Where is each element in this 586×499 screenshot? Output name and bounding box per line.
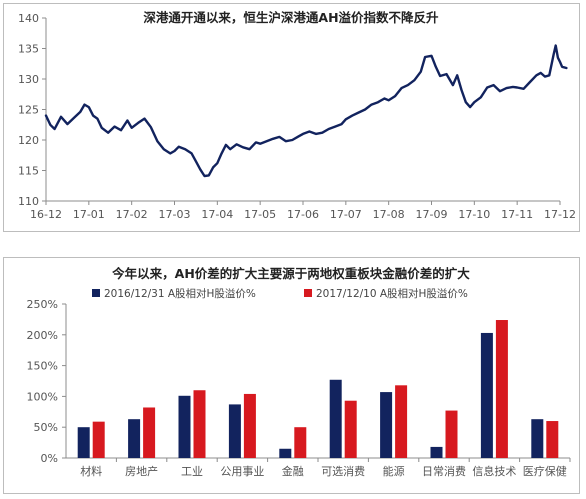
y-tick-label: 250% (27, 298, 58, 311)
category-label: 能源 (383, 464, 405, 478)
y-tick-label: 200% (27, 329, 58, 342)
bar-2016 (480, 332, 493, 458)
bar-2017 (243, 393, 256, 458)
legend-swatch (92, 289, 100, 297)
bar-2017 (92, 421, 105, 458)
legend-label: 2016/12/31 A股相对H股溢价% (104, 287, 256, 300)
y-tick-label: 135 (18, 43, 39, 56)
x-tick-label: 17-05 (244, 208, 276, 221)
legend-swatch (304, 289, 312, 297)
bar-2016 (279, 448, 292, 458)
category-label: 信息技术 (472, 464, 516, 478)
category-label: 金融 (282, 464, 304, 478)
bar-2016 (531, 419, 544, 458)
chart-title: 深港通开通以来，恒生沪深港通AH溢价指数不降反升 (143, 10, 439, 25)
ah-premium-line-chart: 深港通开通以来，恒生沪深港通AH溢价指数不降反升 110 115 120 125 130 1… (18, 10, 576, 221)
bar-2016 (329, 379, 342, 458)
x-tick-label: 17-10 (458, 208, 490, 221)
x-tick-label: 16-12 (30, 208, 62, 221)
bar-2016 (380, 392, 393, 458)
category-label: 日常消费 (422, 464, 466, 478)
y-tick-label: 130 (18, 73, 39, 86)
bar-2017 (193, 390, 206, 458)
bar-2017 (395, 385, 408, 458)
bar-2017 (546, 421, 559, 458)
series-line (44, 44, 568, 178)
y-tick-label: 140 (18, 12, 39, 25)
bar-2016 (430, 446, 443, 458)
y-tick-label: 50% (34, 421, 58, 434)
sector-premium-bar-chart: 今年以来，AH价差的扩大主要源于两地权重板块金融价差的扩大 2016/12/31 … (27, 266, 571, 478)
x-tick-label: 17-12 (544, 208, 576, 221)
bar-2017 (445, 410, 458, 458)
bar-2016 (128, 419, 141, 458)
bar-2016 (178, 395, 191, 458)
x-tick-label: 17-04 (201, 208, 233, 221)
x-tick-label: 17-01 (73, 208, 105, 221)
y-tick-label: 150% (27, 360, 58, 373)
legend-label: 2017/12/10 A股相对H股溢价% (316, 287, 468, 300)
y-tick-label: 100% (27, 390, 58, 403)
bar-2017 (344, 400, 357, 458)
bar-2016 (77, 427, 90, 458)
y-tick-label: 125 (18, 104, 39, 117)
y-tick-label: 0% (41, 452, 58, 465)
bar-2016 (228, 404, 241, 458)
category-label: 工业 (181, 465, 203, 478)
category-label: 材料 (80, 464, 102, 478)
x-tick-label: 17-07 (330, 208, 362, 221)
category-label: 医疗保健 (523, 464, 567, 478)
y-tick-label: 110 (18, 195, 39, 208)
chart-title: 今年以来，AH价差的扩大主要源于两地权重板块金融价差的扩大 (111, 266, 470, 281)
bar-2017 (495, 320, 508, 458)
y-tick-label: 120 (18, 134, 39, 147)
category-label: 可选消费 (321, 464, 365, 478)
bar-2017 (143, 407, 156, 458)
x-tick-label: 17-09 (416, 208, 448, 221)
bar-2017 (294, 427, 307, 458)
x-tick-label: 17-06 (287, 208, 319, 221)
x-tick-label: 17-02 (116, 208, 148, 221)
x-tick-label: 17-03 (159, 208, 191, 221)
category-label: 公用事业 (220, 465, 264, 478)
bar-chart-panel: 今年以来，AH价差的扩大主要源于两地权重板块金融价差的扩大 2016/12/31 … (3, 257, 580, 494)
x-tick-label: 17-11 (501, 208, 533, 221)
line-chart-panel: 深港通开通以来，恒生沪深港通AH溢价指数不降反升 110 115 120 125 130 1… (3, 3, 580, 232)
category-label: 房地产 (125, 464, 158, 478)
x-tick-label: 17-08 (373, 208, 405, 221)
y-tick-label: 115 (18, 165, 39, 178)
